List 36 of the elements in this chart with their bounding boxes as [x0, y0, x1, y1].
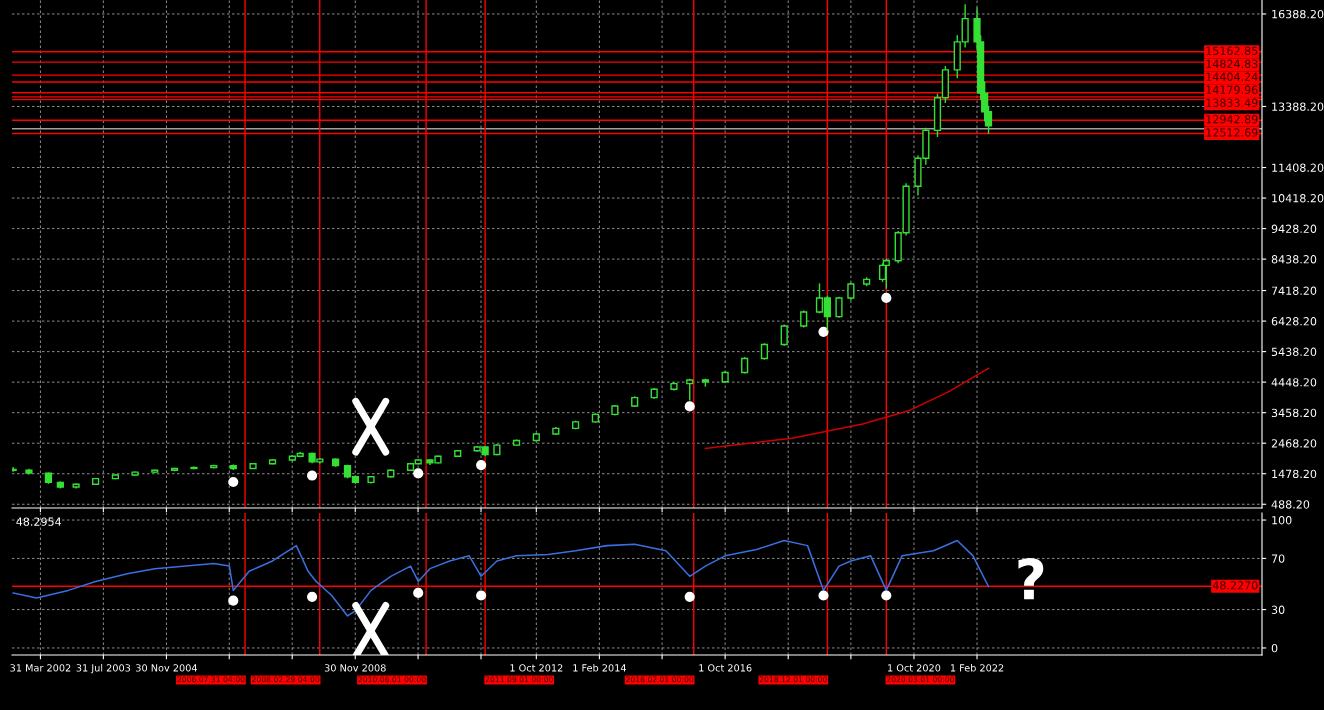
y-tick-label: 7418.20	[1271, 286, 1317, 295]
x-tick-label: 1 Oct 2016	[699, 664, 752, 672]
y-tick-label: 5438.20	[1271, 347, 1317, 356]
ref-line-label: 15162.85	[1206, 46, 1258, 55]
y-tick-label: 9428.20	[1271, 224, 1317, 233]
x-tick-label: 1 Oct 2020	[888, 664, 941, 672]
y-tick-label: 6428.20	[1271, 317, 1317, 326]
y-tick-label: 0	[1271, 643, 1278, 653]
chart-title: 48.2954	[16, 517, 62, 526]
legend-label: 13833.49	[1206, 98, 1258, 107]
y-tick-label: 30	[1271, 605, 1285, 614]
ref-line-label: 48.2270	[1212, 581, 1258, 590]
y-tick-label: 100	[1272, 516, 1292, 525]
x-tick-label: 31 Jul 2003	[76, 664, 131, 674]
ref-line-label: 12512.69	[1206, 128, 1258, 137]
y-tick-label: 3458.20	[1271, 408, 1317, 418]
y-tick-label: 8438.20	[1271, 255, 1317, 264]
y-tick-label: 2468.20	[1271, 439, 1317, 448]
x-tick-label: 1 Feb 2014	[573, 664, 627, 672]
y-tick-label: 1478.20	[1272, 469, 1317, 479]
ref-line-label: 14404.24	[1206, 72, 1258, 81]
y-tick-label: 11408.20	[1272, 163, 1324, 172]
y-tick-label: 4448.20	[1271, 378, 1317, 387]
x-tick-label: 31 Mar 2002	[10, 664, 71, 672]
y-tick-label: 13388.20	[1272, 102, 1324, 111]
ref-line-label: 14824.83	[1206, 59, 1258, 68]
ref-line-label: 14179.96	[1206, 85, 1258, 94]
y-tick-label: 10418.20	[1272, 194, 1324, 203]
y-tick-label: 16388.20	[1272, 9, 1324, 19]
y-tick-label: 488.20	[1271, 500, 1310, 509]
y-tick-label: 70	[1271, 554, 1285, 563]
x-tick-label: 1 Feb 2022	[950, 664, 1004, 672]
x-tick-label: 30 Nov 2004	[136, 664, 198, 672]
x-tick-label: 1 Oct 2012	[510, 664, 563, 672]
x-tick-label: 30 Nov 2008	[324, 664, 386, 672]
ref-line-label: 12942.89	[1206, 115, 1258, 124]
